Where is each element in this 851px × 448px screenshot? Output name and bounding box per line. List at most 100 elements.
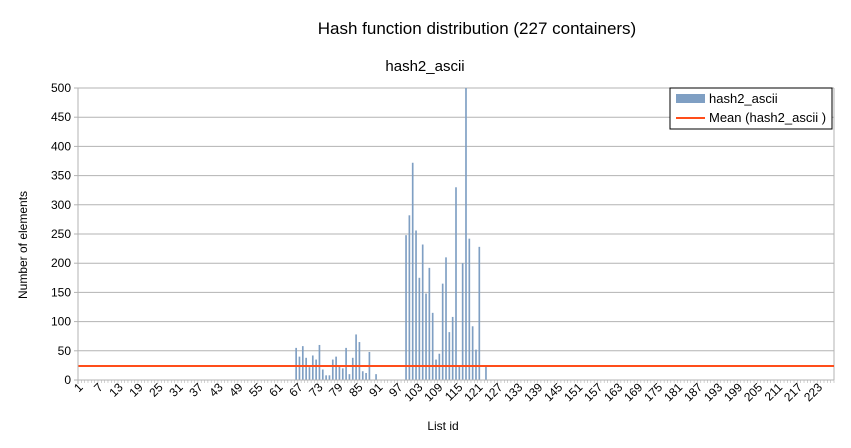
legend: hash2_ascii Mean (hash2_ascii ) <box>669 87 833 130</box>
bar <box>428 267 431 380</box>
y-axis-label: Number of elements <box>16 191 30 299</box>
x-tick-label: 121 <box>461 380 485 404</box>
bar <box>451 316 454 380</box>
bar <box>335 356 337 380</box>
bar <box>345 347 347 380</box>
bar <box>358 342 361 380</box>
y-tick-label: 500 <box>51 81 71 95</box>
x-tick-label: 67 <box>286 380 306 400</box>
y-tick-label: 150 <box>51 285 71 299</box>
bar <box>338 365 341 380</box>
bar <box>315 359 317 380</box>
bar <box>308 367 311 380</box>
x-tick-label: 127 <box>481 380 505 404</box>
legend-label-bar: hash2_ascii <box>709 91 778 106</box>
bar <box>405 235 407 380</box>
legend-swatch-bar <box>676 94 705 103</box>
bar <box>331 359 334 380</box>
y-tick-label: 0 <box>64 373 71 387</box>
y-tick-label: 100 <box>51 315 71 329</box>
x-tick-label: 193 <box>701 380 725 404</box>
x-tick-label: 199 <box>721 380 745 404</box>
chart-title: Hash function distribution (227 containe… <box>318 19 636 38</box>
x-tick-label: 7 <box>91 380 106 395</box>
x-tick-label: 19 <box>126 380 146 400</box>
y-tick-label: 450 <box>51 110 71 124</box>
bar <box>361 371 364 380</box>
bar <box>478 246 481 380</box>
x-tick-label: 73 <box>306 380 326 400</box>
bar <box>415 230 417 380</box>
bar <box>341 368 344 380</box>
bar <box>471 326 474 380</box>
bar <box>455 187 457 380</box>
bar <box>305 357 307 380</box>
x-tick-label: 55 <box>246 380 266 400</box>
x-tick-label: 43 <box>206 380 226 400</box>
bar <box>441 283 444 380</box>
bar <box>301 346 304 380</box>
bar <box>351 357 354 380</box>
bar <box>475 349 477 380</box>
x-tick-label: 109 <box>421 380 445 404</box>
x-tick-label: 175 <box>641 380 665 404</box>
x-tick-label: 223 <box>801 380 825 404</box>
x-tick-label: 211 <box>762 380 786 404</box>
legend-label-line: Mean (hash2_ascii ) <box>709 110 826 125</box>
x-tick-label: 205 <box>741 380 765 404</box>
y-tick-label: 350 <box>51 169 71 183</box>
bar <box>461 263 464 380</box>
bar <box>375 374 377 380</box>
x-tick-label: 13 <box>106 380 126 400</box>
x-tick-label: 133 <box>501 380 525 404</box>
bar <box>318 344 321 380</box>
bar <box>328 375 331 380</box>
x-tick-label: 181 <box>661 380 685 404</box>
x-tick-label: 103 <box>401 380 425 404</box>
x-tick-label: 91 <box>366 380 386 400</box>
bar <box>448 332 451 380</box>
x-tick-label: 115 <box>442 380 466 404</box>
bar <box>421 244 424 380</box>
x-tick-label: 145 <box>541 380 565 404</box>
x-tick-labels: 1 7 13 19 25 31 37 43 49 55 61 67 73 79 85 91 9710310911… <box>71 380 825 404</box>
y-tick-label: 250 <box>51 227 71 241</box>
y-tick-label: 400 <box>51 139 71 153</box>
bar <box>435 359 437 380</box>
bar <box>465 88 467 380</box>
bar <box>311 355 314 380</box>
bar <box>445 257 447 380</box>
x-tick-label: 163 <box>601 380 625 404</box>
y-tick-label: 50 <box>58 344 72 358</box>
x-tick-label: 139 <box>521 380 545 404</box>
bar <box>325 375 327 380</box>
x-tick-label: 157 <box>581 380 605 404</box>
bar <box>355 334 357 380</box>
bar <box>408 215 411 380</box>
bar <box>411 162 414 380</box>
x-tick-label: 79 <box>326 380 346 400</box>
bar-series <box>295 88 487 380</box>
axes <box>74 87 835 384</box>
bar <box>425 293 427 380</box>
x-tick-label: 85 <box>346 380 366 400</box>
bar <box>468 238 471 380</box>
bar <box>431 312 434 380</box>
bar <box>321 369 324 380</box>
y-tick-label: 200 <box>51 256 71 270</box>
x-tick-label: 1 <box>71 380 86 395</box>
x-tick-label: 151 <box>561 380 585 404</box>
y-tick-labels: 0 50 100 150 200 250 300 350 400 450 500 <box>51 81 71 387</box>
y-tick-label: 300 <box>51 198 71 212</box>
bar <box>298 356 301 380</box>
bar <box>348 374 351 380</box>
x-tick-label: 217 <box>781 380 805 404</box>
x-tick-label: 169 <box>621 380 645 404</box>
bar <box>418 277 421 380</box>
x-tick-label: 61 <box>266 380 286 400</box>
x-tick-label: 31 <box>166 380 186 400</box>
chart-subtitle: hash2_ascii <box>385 58 464 75</box>
bar <box>485 365 487 380</box>
bar <box>295 347 297 380</box>
x-tick-label: 49 <box>226 380 246 400</box>
